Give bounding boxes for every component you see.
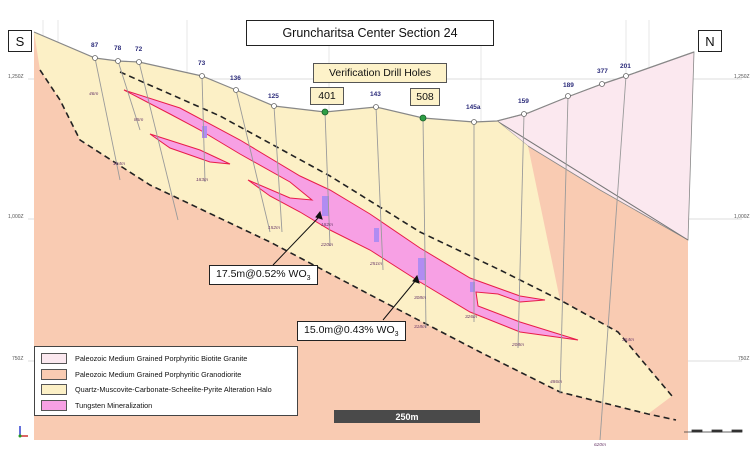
- drill-hole-label: 87: [91, 42, 99, 49]
- grade-subscript: 3: [306, 275, 311, 283]
- depth-label: 486m: [550, 379, 562, 385]
- tungsten-mineralization: [123, 89, 579, 341]
- legend-swatch: [41, 353, 67, 365]
- legend-item: Paleozoic Medium Grained Porphyritic Bio…: [41, 351, 291, 367]
- elevation-label: 750Z: [738, 356, 749, 362]
- drill-hole-label: 145a: [466, 104, 481, 111]
- drill-hole-label: 201: [620, 63, 631, 70]
- depth-label: 364m: [622, 337, 634, 343]
- drill-hole-label: 78: [114, 45, 122, 52]
- drill-hole-label: 72: [135, 46, 143, 53]
- drill-traces: [94, 57, 627, 441]
- granite-contact: [496, 120, 689, 241]
- drill-hole-label: 159: [518, 98, 529, 105]
- legend-swatch: [41, 384, 67, 396]
- elevation-label: 1,250Z: [734, 74, 750, 80]
- depth-label: 85m: [134, 117, 143, 123]
- drill-hole-label: 143: [370, 91, 381, 98]
- legend-item: Tungsten Mineralization: [41, 398, 291, 414]
- grade-text: 17.5m@0.52% WO: [216, 268, 307, 280]
- drill-hole-label: 136: [230, 75, 241, 82]
- depth-label: 220m: [320, 242, 333, 248]
- depth-label: 308m: [414, 295, 426, 301]
- intercept-bars: [202, 126, 475, 292]
- elevation-label: 1,000Z: [734, 214, 750, 220]
- drill-hole-label: 189: [563, 82, 574, 89]
- legend-label: Tungsten Mineralization: [75, 400, 153, 410]
- legend-label: Quartz-Muscovite-Carbonate-Scheelite-Pyr…: [75, 385, 272, 395]
- verification-hole-508: 508: [410, 88, 440, 106]
- depth-label: 182m: [321, 222, 333, 228]
- grade-arrows: [272, 210, 420, 321]
- depth-label: 318m: [414, 324, 426, 330]
- legend-swatch: [41, 399, 67, 411]
- drill-collars: [92, 55, 629, 125]
- verification-hole-401: 401: [310, 87, 344, 105]
- elevation-label: 1,000Z: [8, 214, 24, 220]
- grade-callout-2: 15.0m@0.43% WO3: [297, 321, 406, 342]
- depth-label: 326m: [465, 314, 477, 320]
- depth-label: 251m: [369, 261, 382, 267]
- legend-item: Paleozoic Medium Grained Porphyritic Gra…: [41, 367, 291, 383]
- page-title: Gruncharitsa Center Section 24: [246, 20, 494, 46]
- legend-label: Paleozoic Medium Grained Porphyritic Bio…: [75, 354, 248, 364]
- depth-label: 184m: [113, 161, 125, 167]
- elevation-label: 750Z: [12, 356, 23, 362]
- depth-label: 46m: [89, 91, 98, 97]
- depth-label: 183m: [196, 177, 208, 183]
- south-marker: S: [8, 30, 32, 52]
- verification-label: Verification Drill Holes: [313, 63, 447, 83]
- depth-label: 208m: [511, 342, 524, 348]
- legend: Paleozoic Medium Grained Porphyritic Bio…: [34, 346, 298, 416]
- legend-item: Quartz-Muscovite-Carbonate-Scheelite-Pyr…: [41, 382, 291, 398]
- scale-ruler: [684, 429, 743, 433]
- drill-hole-label: 377: [597, 68, 608, 75]
- grade-callout-1: 17.5m@0.52% WO3: [209, 265, 318, 286]
- drill-hole-label: 125: [268, 93, 279, 100]
- legend-swatch: [41, 368, 67, 380]
- depth-label: 152m: [268, 225, 280, 231]
- verification-collars: [321, 108, 427, 122]
- axis-indicator-icon: [18, 426, 28, 438]
- depth-label: 620m: [594, 442, 606, 448]
- grade-text: 15.0m@0.43% WO: [304, 324, 395, 336]
- drill-hole-label: 73: [198, 60, 206, 67]
- legend-label: Paleozoic Medium Grained Porphyritic Gra…: [75, 369, 242, 379]
- elevation-label: 1,250Z: [8, 74, 24, 80]
- north-marker: N: [698, 30, 722, 52]
- grade-subscript: 3: [394, 331, 399, 339]
- scale-bar: 250m: [334, 410, 480, 423]
